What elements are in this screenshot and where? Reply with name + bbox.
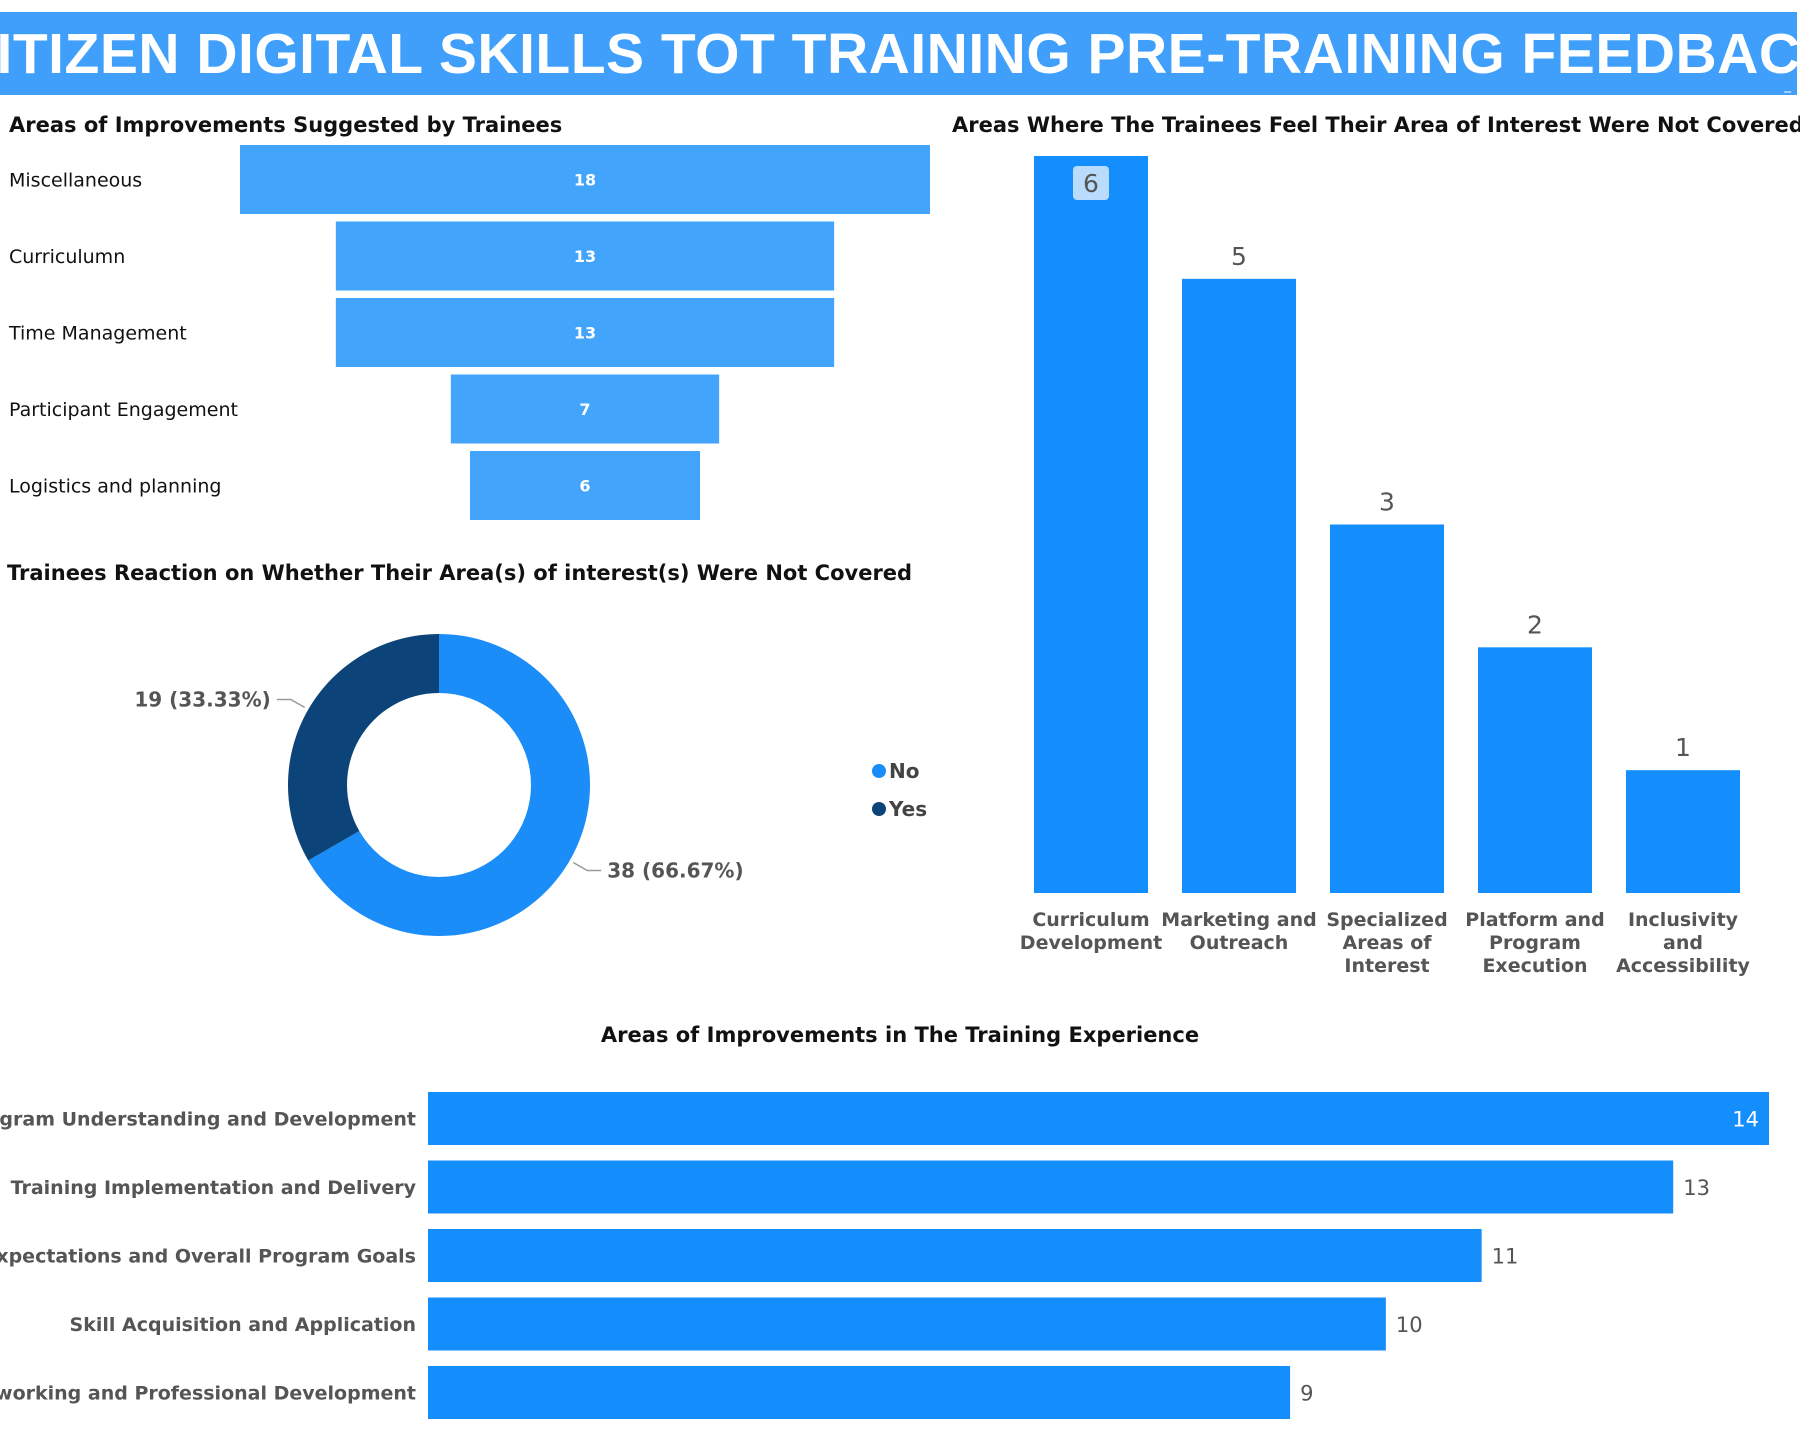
hbar-bar[interactable]	[428, 1092, 1769, 1145]
hbar-bar[interactable]	[428, 1366, 1291, 1419]
funnel-chart-title: Areas of Improvements Suggested by Train…	[9, 113, 563, 137]
legend-item-yes[interactable]: Yes	[872, 790, 927, 828]
hbar-bar[interactable]	[428, 1160, 1674, 1214]
column-bar[interactable]	[1034, 156, 1148, 893]
legend-label-no: No	[889, 759, 920, 783]
donut-slice-no[interactable]	[308, 634, 590, 936]
column-chart-title: Areas Where The Trainees Feel Their Area…	[952, 113, 1800, 137]
legend-swatch-no	[872, 764, 886, 778]
column-bar[interactable]	[1182, 278, 1296, 893]
funnel-category-label: Miscellaneous	[9, 170, 142, 192]
funnel-bar[interactable]	[450, 374, 720, 444]
donut-slice-yes[interactable]	[288, 634, 439, 861]
column-data-label: 3	[1379, 488, 1395, 517]
horizontal-bar-chart: Program Understanding and Development 14 T…	[0, 1092, 1769, 1419]
funnel-bar[interactable]	[335, 221, 835, 291]
column-category-label: Development	[1020, 932, 1162, 954]
funnel-bar[interactable]	[335, 298, 835, 367]
funnel-bar[interactable]	[240, 145, 930, 214]
hbar-category-label: Program Understanding and Development	[0, 1109, 416, 1131]
column-data-label: 5	[1231, 242, 1247, 271]
hbar-category-label: Networking and Professional Development	[0, 1383, 416, 1405]
legend-item-no[interactable]: No	[872, 752, 927, 790]
donut-leader-line	[572, 861, 602, 872]
hbar-category-label: Training Implementation and Delivery	[11, 1177, 417, 1199]
column-category-label: Execution	[1482, 955, 1587, 977]
funnel-category-label: Curriculumn	[9, 246, 125, 268]
hbar-category-label: Expectations and Overall Program Goals	[0, 1246, 416, 1268]
funnel-data-label: 18	[574, 171, 596, 190]
hbar-data-label: 9	[1300, 1382, 1313, 1406]
column-category-label: Accessibility	[1616, 955, 1750, 977]
column-data-label: 2	[1527, 610, 1543, 639]
column-bar[interactable]	[1626, 770, 1740, 893]
donut-leader-line	[276, 698, 306, 709]
column-category-label: Curriculum	[1032, 909, 1149, 931]
hbar-bar[interactable]	[428, 1229, 1482, 1282]
legend-label-yes: Yes	[889, 797, 928, 821]
donut-data-label: 38 (66.67%)	[607, 859, 743, 883]
hbar-category-label: Skill Acquisition and Application	[70, 1314, 416, 1336]
donut-data-label: 19 (33.33%)	[134, 688, 270, 712]
funnel-data-label: 13	[574, 324, 596, 343]
column-category-label: Platform and	[1465, 909, 1604, 931]
funnel-category-label: Logistics and planning	[9, 476, 221, 498]
funnel-data-label: 7	[579, 400, 590, 419]
column-category-label: Inclusivity	[1628, 909, 1739, 931]
hbar-data-label: 11	[1492, 1245, 1519, 1269]
funnel-data-label: 13	[574, 247, 596, 266]
funnel-chart: Miscellaneous 18 Curriculumn 13 Time Managem…	[8, 145, 930, 520]
column-data-label-bg	[1073, 166, 1109, 200]
funnel-category-label: Participant Engagement	[9, 399, 238, 421]
column-category-label: Interest	[1344, 955, 1429, 977]
dashboard-header: CITIZEN DIGITAL SKILLS TOT TRAINING PRE-…	[0, 12, 1800, 95]
column-data-label: 1	[1675, 733, 1691, 762]
column-bar[interactable]	[1330, 524, 1444, 894]
column-category-label: Areas of	[1342, 932, 1432, 954]
column-bar[interactable]	[1478, 647, 1592, 893]
column-category-label: Outreach	[1190, 932, 1289, 954]
funnel-bar[interactable]	[470, 451, 700, 520]
legend-swatch-yes	[872, 802, 886, 816]
horizontal-chart-title: Areas of Improvements in The Training Ex…	[600, 1023, 1200, 1047]
hbar-data-label: 13	[1683, 1176, 1710, 1200]
column-category-label: and	[1663, 932, 1703, 954]
funnel-data-label: 6	[579, 477, 590, 496]
funnel-category-label: Time Management	[8, 323, 187, 345]
donut-chart-title: Trainees Reaction on Whether Their Area(…	[7, 561, 913, 585]
donut-chart: 38 (66.67%) 19 (33.33%)	[134, 634, 744, 936]
hbar-data-label: 14	[1732, 1108, 1759, 1132]
dashboard-title: CITIZEN DIGITAL SKILLS TOT TRAINING PRE-…	[0, 21, 1800, 86]
column-category-label: Program	[1489, 932, 1581, 954]
hbar-data-label: 10	[1396, 1313, 1423, 1337]
column-category-label: Marketing and	[1161, 909, 1316, 931]
column-data-label: 6	[1083, 169, 1099, 198]
column-category-label: Specialized	[1326, 909, 1447, 931]
hbar-bar[interactable]	[428, 1297, 1386, 1351]
donut-legend: No Yes	[872, 752, 927, 828]
header-corner-mark: _	[1784, 77, 1791, 93]
